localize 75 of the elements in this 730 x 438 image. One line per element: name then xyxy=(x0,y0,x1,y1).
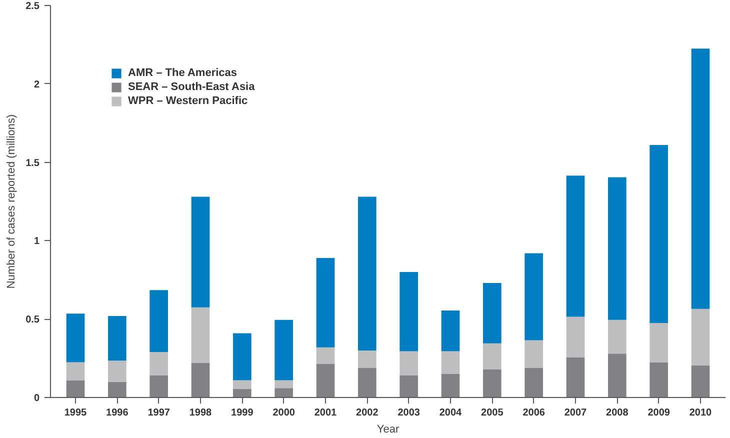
y-tick-label: 1.5 xyxy=(26,158,40,169)
bar xyxy=(566,358,585,398)
x-tick-label: 2000 xyxy=(272,408,296,418)
bar xyxy=(150,290,168,352)
bar xyxy=(524,340,543,368)
x-tick-label: 1997 xyxy=(148,408,170,418)
legend-label: SEAR – South-East Asia xyxy=(128,81,255,93)
bar xyxy=(233,333,252,380)
bar xyxy=(358,196,376,350)
bar xyxy=(524,253,543,340)
x-tick-label: 2001 xyxy=(314,408,338,418)
x-tick-label: 2009 xyxy=(648,408,670,418)
bar xyxy=(650,145,668,324)
x-tick-label: 2010 xyxy=(689,408,712,418)
bar xyxy=(524,368,543,398)
x-tick-label: 1995 xyxy=(64,408,88,418)
x-tick-label: 2008 xyxy=(606,408,629,418)
bar xyxy=(358,350,376,368)
bar xyxy=(316,364,335,398)
bar xyxy=(441,374,460,398)
y-tick-label: 2.5 xyxy=(26,1,40,12)
y-tick-label: 0 xyxy=(34,393,40,404)
bar xyxy=(608,177,626,320)
bar xyxy=(108,316,126,361)
legend-label: WPR – Western Pacific xyxy=(128,95,248,107)
bar xyxy=(691,308,710,366)
bar xyxy=(191,363,210,398)
bar xyxy=(691,365,710,398)
bar xyxy=(233,380,252,389)
bar xyxy=(650,323,668,362)
x-tick-label: 2005 xyxy=(481,408,504,418)
bar xyxy=(316,347,335,364)
bar xyxy=(691,48,710,309)
y-tick-label: 1 xyxy=(34,236,40,248)
bar xyxy=(400,272,418,352)
legend-label: AMR – The Americas xyxy=(128,67,238,79)
x-tick-label: 1999 xyxy=(231,408,254,418)
bar xyxy=(66,380,85,398)
bar xyxy=(566,316,585,358)
y-tick-label: 0.5 xyxy=(26,314,40,326)
bar xyxy=(233,388,252,398)
bar xyxy=(66,362,85,380)
bar xyxy=(274,380,293,388)
x-tick-label: 2006 xyxy=(522,408,546,418)
y-tick-label: 2 xyxy=(34,79,40,90)
bar xyxy=(150,352,168,376)
bar xyxy=(108,382,126,398)
x-tick-label: 2002 xyxy=(356,408,379,418)
bar xyxy=(441,310,460,352)
x-axis-title: Year xyxy=(376,424,400,436)
bar xyxy=(400,351,418,376)
bar xyxy=(274,388,293,398)
bar xyxy=(66,314,85,362)
bar xyxy=(191,196,210,308)
x-tick-label: 2004 xyxy=(439,408,462,418)
bar xyxy=(483,283,502,344)
bar xyxy=(316,258,335,348)
bar xyxy=(608,354,626,398)
x-tick-label: 2003 xyxy=(398,408,420,418)
bar xyxy=(483,369,502,398)
bar xyxy=(608,320,626,354)
bar xyxy=(274,320,293,380)
x-tick-label: 1996 xyxy=(106,408,129,418)
bar xyxy=(150,376,168,398)
bar xyxy=(400,376,418,398)
bar xyxy=(441,351,460,374)
bar xyxy=(650,362,668,398)
bar xyxy=(191,307,210,364)
bar xyxy=(483,343,502,370)
y-axis-title: Number of cases reported (millions) xyxy=(6,114,18,289)
bar xyxy=(566,176,585,317)
x-tick-label: 1998 xyxy=(189,408,212,418)
x-tick-label: 2007 xyxy=(564,408,588,418)
bar xyxy=(358,368,376,398)
bar xyxy=(108,360,126,382)
